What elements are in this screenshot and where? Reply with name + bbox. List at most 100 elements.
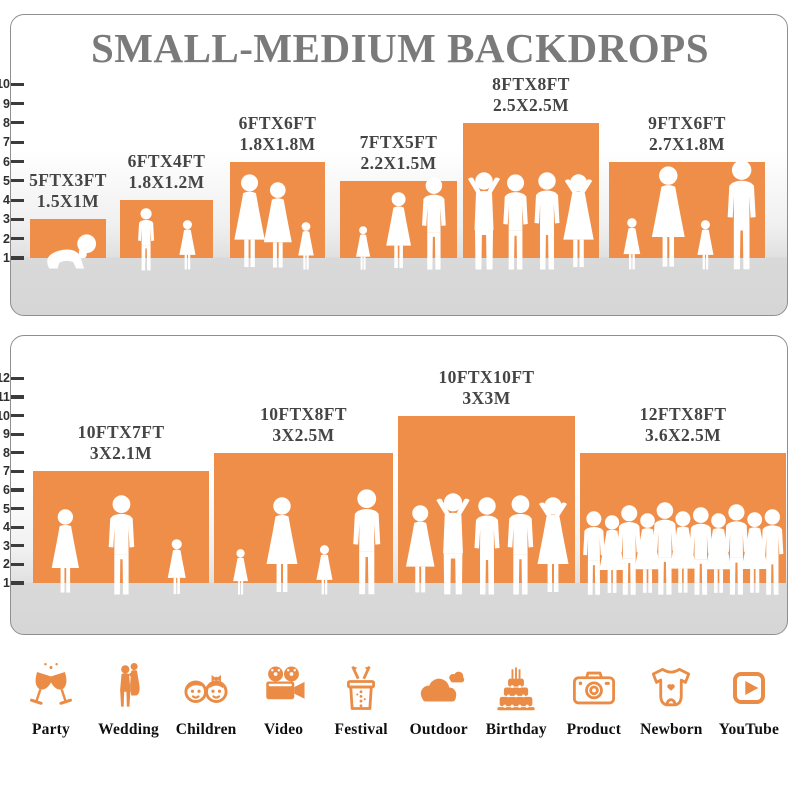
backdrop-size-m-label: 3X2.5M — [272, 424, 335, 445]
person-silhouette-baby — [46, 234, 96, 269]
backdrop-size-m-label: 1.8X1.2M — [128, 172, 205, 193]
y-axis-tick — [11, 237, 24, 241]
person-silhouette-woman-up — [537, 497, 569, 592]
y-axis-tick-label: 3 — [3, 212, 10, 227]
category-label: Wedding — [98, 721, 159, 738]
y-axis-tick — [11, 140, 24, 144]
person-silhouette-woman — [233, 174, 265, 268]
backdrop-size-m-label: 3.6X2.5M — [644, 424, 722, 445]
y-axis-tick — [11, 256, 24, 260]
y-axis-tick — [11, 544, 24, 548]
y-axis-tick — [11, 451, 24, 455]
y-axis-tick-label: 8 — [3, 445, 10, 460]
y-axis-tick — [11, 469, 24, 473]
backdrop-size-m-label: 1.8X1.8M — [239, 133, 316, 154]
festival-icon — [347, 665, 376, 710]
backdrop-size-ft-label: 10FTX8FT — [260, 403, 347, 424]
person-silhouette-woman — [263, 182, 292, 268]
category-item-party: Party — [14, 660, 88, 756]
category-label: Children — [175, 721, 237, 738]
person-silhouette-man-up — [467, 172, 500, 270]
category-label: Newborn — [640, 721, 703, 738]
y-axis-tick-label: 8 — [3, 115, 10, 130]
person-silhouette-girl — [179, 220, 196, 270]
y-axis-tick-label: 2 — [3, 557, 10, 572]
category-item-video: Video — [247, 660, 321, 756]
category-item-birthday: Birthday — [479, 660, 553, 756]
y-axis-tick-label: 10 — [0, 408, 10, 423]
backdrop-size-ft-label: 6FTX4FT — [127, 151, 206, 172]
backdrop-size-label: 9FTX6FT 2.7X1.8M — [577, 113, 797, 155]
y-axis-tick — [11, 432, 24, 436]
backdrop-size-ft-label: 7FTX5FT — [359, 131, 438, 152]
y-axis-tick — [11, 217, 24, 221]
backdrop-size-label: 10FTX8FT 3X2.5M — [194, 404, 414, 446]
backdrop-size-ft-label: 12FTX8FT — [639, 403, 727, 424]
video-icon — [265, 666, 305, 700]
category-icon-row: Party Wedding Children Video Festival Outdoor… — [14, 660, 786, 756]
category-item-product: Product — [557, 660, 631, 756]
y-axis-tick — [11, 376, 24, 380]
person-silhouette-girl — [697, 220, 714, 270]
person-silhouette-man — [474, 497, 499, 595]
category-label: Product — [566, 721, 622, 738]
y-axis-tick — [11, 159, 24, 164]
category-label: Festival — [334, 721, 388, 738]
person-silhouette-man — [727, 160, 756, 270]
y-axis-tick-label: 9 — [3, 427, 10, 442]
backdrop-size-label: 10FTX7FT 3X2.1M — [11, 422, 231, 464]
y-axis-tick-label: 1 — [3, 251, 10, 265]
y-axis-tick-label: 7 — [3, 464, 10, 479]
person-silhouette-woman — [669, 511, 697, 593]
backdrop-size-ft-label: 5FTX3FT — [29, 170, 107, 191]
y-axis-tick-label: 5 — [3, 501, 10, 516]
wedding-icon — [119, 662, 140, 707]
person-silhouette-man — [353, 489, 381, 595]
y-axis-tick-label: 3 — [3, 538, 10, 553]
y-axis-tick — [11, 395, 24, 399]
y-axis-tick-label: 9 — [3, 96, 10, 111]
person-silhouette-woman — [634, 513, 661, 593]
backdrop-bar — [120, 200, 213, 258]
category-item-children: Children — [169, 660, 243, 756]
backdrop-size-label: 6FTX4FT 1.8X1.2M — [57, 151, 277, 193]
person-silhouette-woman — [405, 505, 435, 593]
person-silhouette-girl — [232, 549, 248, 595]
person-silhouette-man-up — [436, 493, 470, 595]
backdrop-size-m-label: 2.2X1.5M — [360, 152, 437, 173]
y-axis-tick-label: 7 — [3, 135, 10, 150]
backdrop-size-ft-label: 10FTX10FT — [438, 366, 535, 387]
backdrop-size-label: 5FTX3FT 1.5X1M — [0, 170, 178, 212]
backdrop-size-label: 7FTX5FT 2.2X1.5M — [289, 132, 509, 174]
backdrop-size-ft-label: 6FTX6FT — [238, 112, 317, 133]
y-axis-tick-label: 6 — [3, 154, 10, 169]
youtube-icon — [732, 672, 765, 704]
y-axis-tick — [11, 581, 24, 585]
page-title: SMALL-MEDIUM BACKDROPS — [90, 25, 710, 71]
party-icon — [30, 662, 72, 705]
backdrop-size-label: 12FTX8FT 3.6X2.5M — [573, 404, 793, 446]
y-axis-tick-label: 5 — [3, 173, 10, 188]
backdrop-size-label: 10FTX10FT 3X3M — [377, 367, 597, 409]
person-silhouette-man — [108, 495, 134, 595]
backdrop-size-ft-label: 10FTX7FT — [77, 422, 165, 443]
y-axis-tick-label: 11 — [0, 390, 10, 404]
birthday-icon — [497, 667, 535, 711]
y-axis-tick-label: 12 — [0, 371, 10, 386]
person-silhouette-man — [583, 511, 605, 595]
backdrop-size-m-label: 3X3M — [462, 387, 511, 408]
person-silhouette-girl — [623, 218, 641, 270]
category-label: Party — [31, 721, 70, 738]
person-silhouette-girl — [298, 222, 314, 270]
person-silhouette-woman — [705, 513, 732, 593]
children-icon — [184, 674, 228, 703]
y-axis-tick-label: 1 — [3, 576, 10, 590]
y-axis-tick — [11, 121, 24, 125]
person-silhouette-man — [724, 504, 749, 595]
person-silhouette-boy — [137, 208, 154, 271]
backdrop-size-m-label: 3X2.1M — [89, 443, 153, 464]
person-silhouette-woman — [599, 515, 625, 593]
person-silhouette-man — [507, 495, 533, 595]
backdrop-size-m-label: 2.7X1.8M — [648, 133, 726, 154]
